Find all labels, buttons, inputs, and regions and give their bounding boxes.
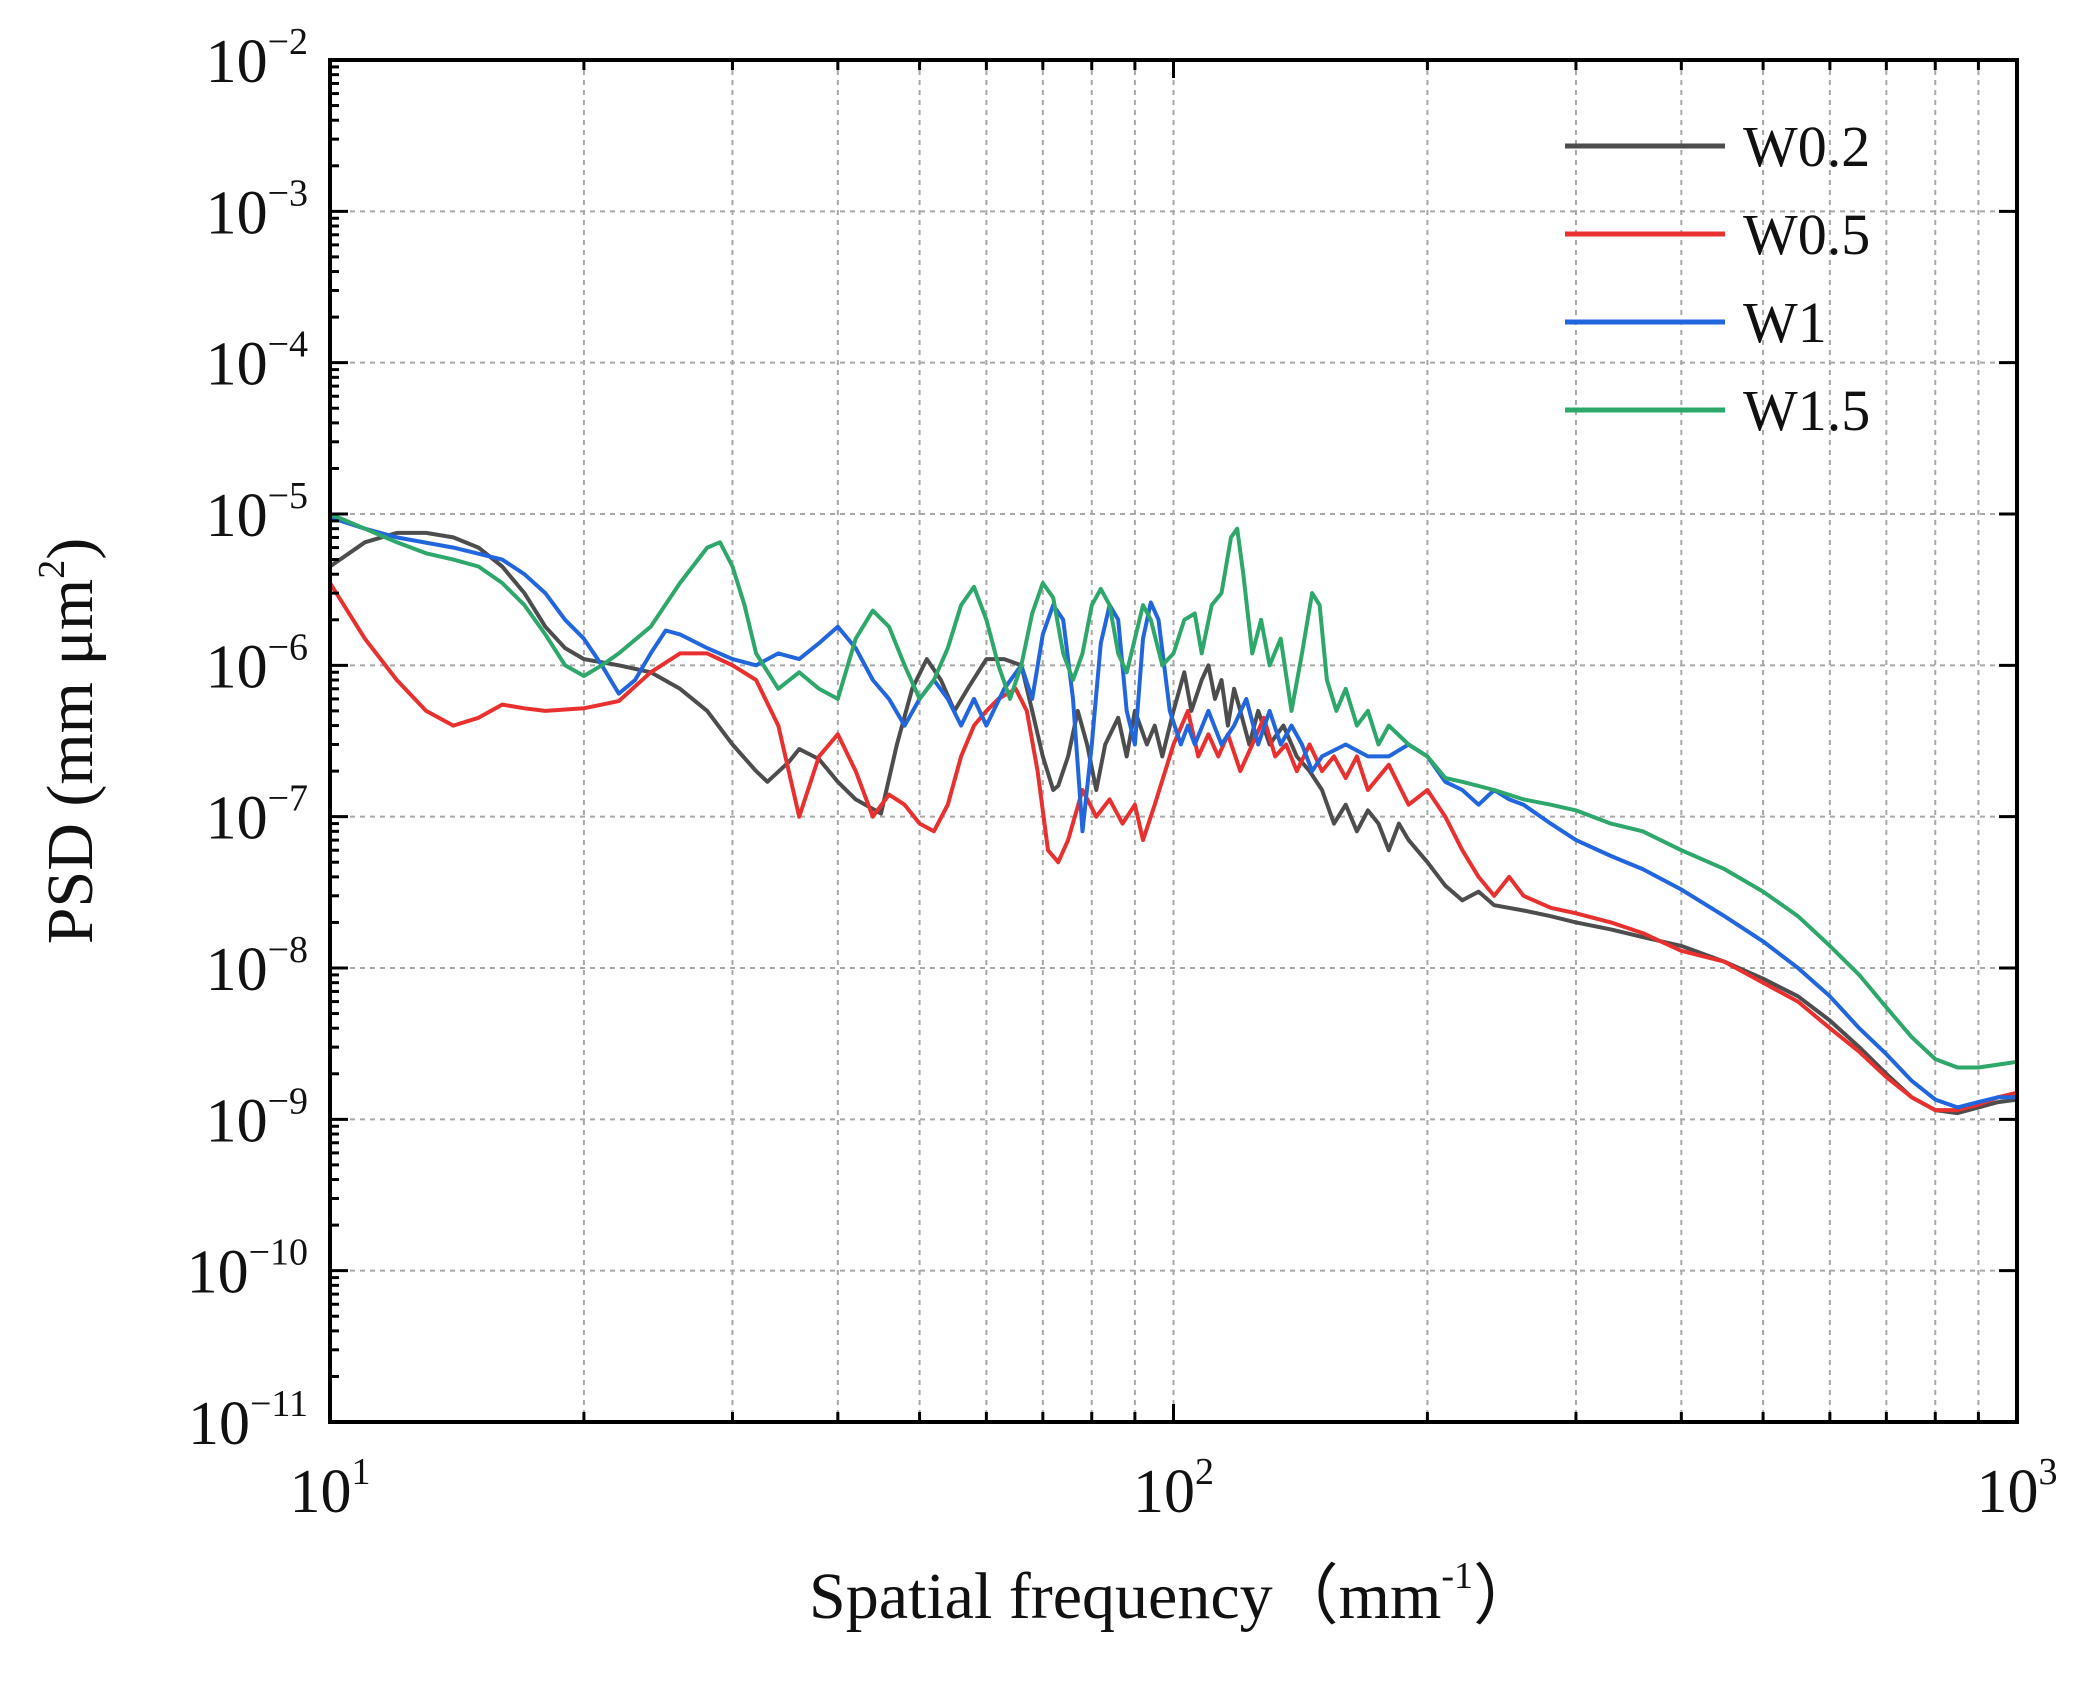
y-tick-base: 10 bbox=[206, 785, 268, 853]
legend: W0.2 W0.5 W1 W1.5 bbox=[1565, 114, 1870, 443]
y-axis-title-sup: 2 bbox=[31, 560, 73, 579]
y-tick-label: 10−7 bbox=[206, 778, 308, 853]
y-axis-title-end: ) bbox=[34, 538, 107, 560]
series-line-w1-5 bbox=[329, 512, 2018, 1070]
y-tick-label: 10−8 bbox=[206, 929, 308, 1004]
x-axis-title-sup: -1 bbox=[1441, 1555, 1473, 1597]
y-tick-label: 10−5 bbox=[206, 475, 308, 550]
legend-label: W1 bbox=[1743, 290, 1827, 355]
y-tick-base: 10 bbox=[206, 633, 268, 701]
x-tick-label: 101 bbox=[290, 1451, 371, 1526]
legend-label: W0.5 bbox=[1743, 202, 1870, 267]
y-tick-labels: 10−210−310−410−510−610−710−810−910−1010−… bbox=[187, 21, 308, 1458]
y-tick-base: 10 bbox=[206, 28, 268, 96]
y-tick-label: 10−2 bbox=[206, 21, 308, 96]
y-tick-exp: −11 bbox=[250, 1383, 308, 1425]
y-tick-base: 10 bbox=[206, 179, 268, 247]
x-tick-base: 10 bbox=[290, 1458, 352, 1526]
y-tick-label: 10−11 bbox=[188, 1383, 308, 1458]
y-tick-label: 10−4 bbox=[206, 324, 308, 399]
series-line-w0-5 bbox=[328, 581, 2018, 1113]
y-tick-exp: −3 bbox=[268, 172, 308, 214]
series-layer bbox=[328, 512, 2018, 1116]
x-tick-exp: 2 bbox=[1195, 1451, 1214, 1493]
y-tick-label: 10−3 bbox=[206, 172, 308, 247]
x-tick-base: 10 bbox=[1977, 1458, 2039, 1526]
y-tick-label: 10−9 bbox=[206, 1080, 308, 1155]
x-axis-title: Spatial frequency（mm-1） bbox=[809, 1555, 1539, 1633]
y-tick-exp: −10 bbox=[249, 1232, 308, 1274]
y-tick-exp: −4 bbox=[268, 324, 308, 366]
y-tick-exp: −5 bbox=[268, 475, 308, 517]
legend-label: W0.2 bbox=[1743, 114, 1870, 179]
y-tick-exp: −6 bbox=[268, 626, 308, 668]
y-tick-exp: −9 bbox=[268, 1080, 308, 1122]
x-tick-label: 102 bbox=[1133, 1451, 1214, 1526]
y-tick-exp: −2 bbox=[268, 21, 308, 63]
series-line-w1 bbox=[329, 515, 2017, 1110]
y-tick-base: 10 bbox=[206, 936, 268, 1004]
x-tick-exp: 1 bbox=[352, 1451, 371, 1493]
series-line-w0-2 bbox=[328, 530, 2018, 1116]
legend-label: W1.5 bbox=[1743, 378, 1870, 443]
y-tick-exp: −7 bbox=[268, 778, 308, 820]
x-tick-labels: 101 102 103 bbox=[290, 1451, 2058, 1526]
y-axis-title: PSD (mm μm2) bbox=[31, 538, 107, 944]
x-tick-label: 103 bbox=[1977, 1451, 2058, 1526]
x-axis-title-end: ） bbox=[1473, 1560, 1539, 1633]
y-tick-base: 10 bbox=[187, 1239, 249, 1307]
y-tick-base: 10 bbox=[188, 1390, 250, 1458]
y-tick-base: 10 bbox=[206, 1087, 268, 1155]
x-tick-base: 10 bbox=[1133, 1458, 1195, 1526]
ticks bbox=[328, 58, 2017, 1424]
y-tick-base: 10 bbox=[206, 331, 268, 399]
x-tick-exp: 3 bbox=[2039, 1451, 2058, 1493]
y-tick-label: 10−10 bbox=[187, 1232, 308, 1307]
y-tick-base: 10 bbox=[206, 482, 268, 550]
y-tick-exp: −8 bbox=[268, 929, 308, 971]
y-tick-label: 10−6 bbox=[206, 626, 308, 701]
